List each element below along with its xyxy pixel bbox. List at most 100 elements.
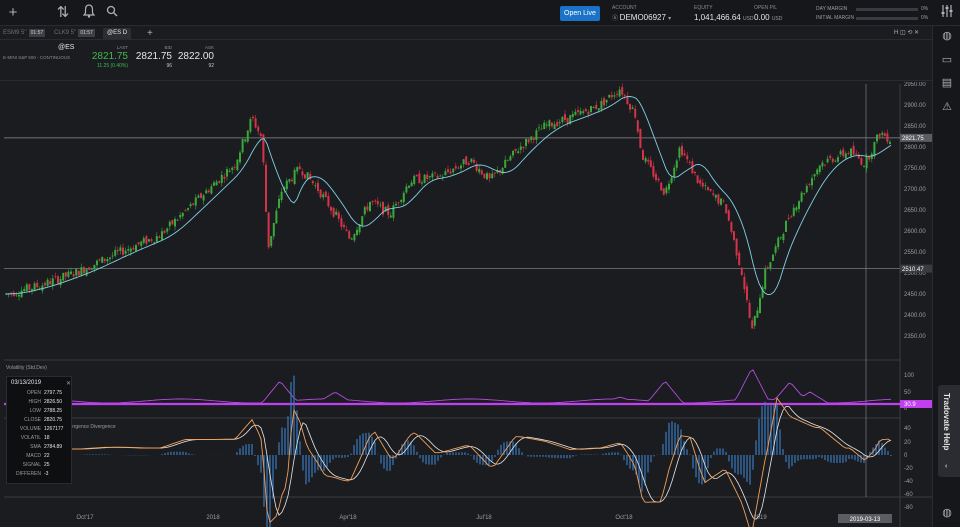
candle-body xyxy=(345,229,348,232)
add-tab-icon[interactable]: + xyxy=(147,28,153,39)
candle-body xyxy=(623,95,626,97)
open-pl-block: OPEN P/L 0.00 USD xyxy=(754,5,782,22)
candle-body xyxy=(423,174,426,183)
candle-body xyxy=(694,171,696,174)
candle-body xyxy=(119,247,122,251)
candle-body xyxy=(465,156,468,165)
candle-body xyxy=(712,193,715,195)
tab-clk9[interactable]: CLK9 5'' 01:57 xyxy=(54,28,95,39)
candle-body xyxy=(834,160,837,162)
account-selector[interactable]: ACCOUNT ⓑ DEMO06927 ▾ xyxy=(612,5,671,22)
candle-body xyxy=(324,191,327,197)
transfer-icon[interactable]: ⇅ xyxy=(56,4,70,21)
candle-body xyxy=(462,159,465,165)
price-axis-label: 2650.00 xyxy=(904,208,926,214)
candle-body xyxy=(818,165,821,172)
search-icon[interactable] xyxy=(103,4,121,22)
tab-label: CLK9 5'' xyxy=(54,30,77,36)
news-icon[interactable]: ▤ xyxy=(941,77,953,89)
price-chart[interactable]: 2950.00 2900.00 2850.00 2800.00 2750.00 2700.… xyxy=(0,82,932,527)
candle-body xyxy=(467,162,470,165)
candle-body xyxy=(522,146,525,149)
candle-body xyxy=(720,198,722,205)
candle-body xyxy=(655,174,657,180)
candle-body xyxy=(332,207,335,217)
equity-value: 1,041,466.64 xyxy=(694,13,741,22)
candle-body xyxy=(558,122,561,124)
equity-unit: USD xyxy=(742,16,754,22)
candle-body xyxy=(223,176,226,179)
equity-block: EQUITY 1,041,466.64 USD xyxy=(694,5,754,22)
candle-body xyxy=(319,189,322,198)
candle-body xyxy=(873,142,876,157)
candle-body xyxy=(595,104,598,109)
candle-body xyxy=(434,172,436,174)
candle-body xyxy=(54,275,57,277)
sliders-icon[interactable] xyxy=(938,4,956,22)
candle-body xyxy=(218,180,221,183)
info-key: DIFFEREN xyxy=(16,471,41,477)
open-live-button[interactable]: Open Live xyxy=(560,6,600,21)
crosshair-price-marker-text: 2510.47 xyxy=(902,267,924,273)
candle-body xyxy=(779,237,782,239)
bell-icon[interactable] xyxy=(80,4,98,22)
add-icon[interactable]: + xyxy=(8,4,18,21)
candle-body xyxy=(798,201,800,209)
candle-body xyxy=(233,167,236,168)
macd-axis-label: 40 xyxy=(904,426,911,432)
candle-body xyxy=(665,187,668,194)
candle-body xyxy=(566,117,569,123)
candle-body xyxy=(678,147,681,158)
candle-body xyxy=(246,130,249,142)
candle-body xyxy=(753,315,756,326)
candle-body xyxy=(348,231,351,239)
ask-column: ASK 2822.00 92 xyxy=(174,45,214,69)
candle-body xyxy=(525,138,527,146)
candle-body xyxy=(317,182,319,191)
candle-body xyxy=(64,272,67,277)
candle-body xyxy=(707,187,709,191)
globe-icon[interactable]: ◍ xyxy=(942,30,952,42)
candle-body xyxy=(75,268,78,276)
info-key: OPEN xyxy=(26,390,41,396)
tab-es-d[interactable]: @ES D xyxy=(103,28,132,39)
candle-body xyxy=(236,159,239,171)
macd-axis-label: -60 xyxy=(904,492,913,498)
candle-body xyxy=(371,200,374,202)
candle-body xyxy=(140,241,143,246)
candle-body xyxy=(384,206,387,212)
candle-body xyxy=(675,160,678,168)
candle-body xyxy=(366,206,369,210)
tab-badge: 01:57 xyxy=(28,29,46,37)
tab-esm9[interactable]: ESM9 5'' 01:57 xyxy=(3,28,46,39)
candle-body xyxy=(499,170,501,172)
candle-body xyxy=(395,203,397,206)
close-icon[interactable]: ✕ xyxy=(66,381,72,387)
candle-body xyxy=(824,164,826,166)
macd-axis-label: 0 xyxy=(904,453,908,459)
tab-options-icon[interactable]: H ◫ ⟲ ✕ xyxy=(894,30,920,36)
price-axis-label: 2400.00 xyxy=(904,313,926,319)
help-tab[interactable]: Tradovate Help ‹ xyxy=(938,385,960,477)
candle-body xyxy=(483,173,486,179)
candle-body xyxy=(51,278,54,286)
open-pl-unit: USD xyxy=(771,16,783,22)
info-row: DIFFEREN -3 xyxy=(11,471,69,479)
globe-bottom-icon[interactable]: ◍ xyxy=(942,507,952,519)
candle-body xyxy=(740,267,743,275)
candle-body xyxy=(709,188,712,191)
chat-icon[interactable]: ▭ xyxy=(941,54,953,66)
candle-body xyxy=(374,200,377,202)
candle-body xyxy=(766,267,769,269)
candle-body xyxy=(285,180,288,190)
candle-body xyxy=(155,236,158,243)
candle-body xyxy=(613,95,616,97)
candle-body xyxy=(163,230,166,233)
day-margin-bar xyxy=(856,8,918,11)
candle-body xyxy=(582,111,585,113)
candle-body xyxy=(813,174,816,177)
candle-body xyxy=(850,148,852,157)
alert-icon[interactable]: ⚠ xyxy=(942,101,952,113)
candle-body xyxy=(176,219,179,221)
volatility-marker xyxy=(900,400,932,408)
